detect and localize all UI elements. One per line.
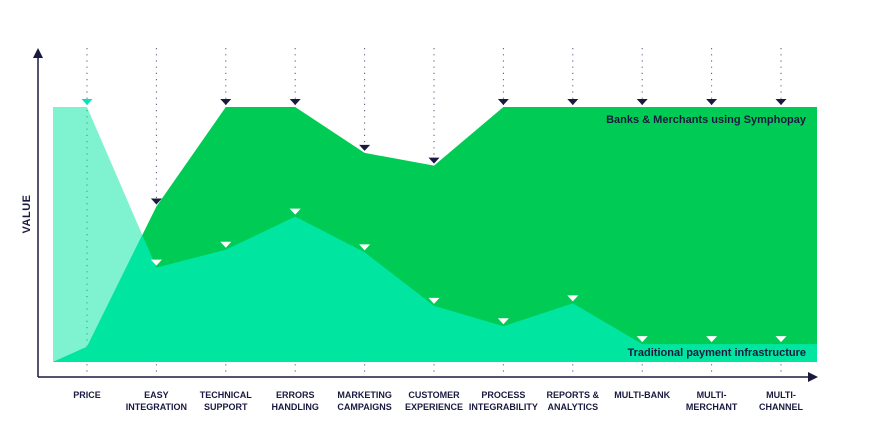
overlap-area [53, 107, 817, 362]
category-label-4-1: CAMPAIGNS [337, 402, 391, 412]
marker-symphopay-5 [428, 157, 440, 164]
marker-symphopay-4 [359, 144, 371, 151]
category-label-8-0: MULTI-BANK [614, 390, 670, 400]
category-label-3-0: ERRORS [276, 390, 315, 400]
marker-price [81, 99, 93, 105]
marker-traditional-5 [428, 297, 440, 304]
category-label-10-1: CHANNEL [759, 402, 804, 412]
marker-symphopay-3 [289, 99, 301, 105]
category-label-1-0: EASY [144, 390, 169, 400]
marker-traditional-6 [497, 318, 509, 325]
category-label-3-1: HANDLING [271, 402, 319, 412]
traditional-series-label: Traditional payment infrastructure [628, 347, 806, 359]
marker-symphopay-7 [567, 99, 579, 105]
category-label-7-1: ANALYTICS [547, 402, 598, 412]
marker-traditional-8 [636, 336, 648, 343]
marker-symphopay-8 [636, 99, 648, 105]
axes: VALUE [21, 48, 818, 382]
area-layer [53, 107, 817, 362]
category-label-10-0: MULTI- [766, 390, 796, 400]
category-label-7-0: REPORTS & [547, 390, 600, 400]
category-labels: PRICE EASY INTEGRATION TECHNICAL SUPPORT ERRO… [73, 390, 803, 412]
marker-traditional-9 [706, 336, 718, 343]
category-label-9-0: MULTI- [697, 390, 727, 400]
marker-traditional-3 [289, 208, 301, 215]
marker-symphopay-10 [775, 99, 787, 105]
category-label-4-0: MARKETING [337, 390, 392, 400]
marker-symphopay-2 [220, 99, 232, 105]
y-axis-label: VALUE [21, 195, 33, 234]
category-label-6-0: PROCESS [481, 390, 525, 400]
marker-traditional-4 [359, 244, 371, 251]
marker-traditional-10 [775, 336, 787, 343]
category-label-2-0: TECHNICAL [200, 390, 252, 400]
marker-layer [81, 99, 787, 343]
category-label-5-1: EXPERIENCE [405, 402, 463, 412]
marker-traditional-2 [220, 241, 232, 248]
series-labels: Banks & Merchants using Symphopay Tradit… [606, 114, 807, 359]
category-label-0-0: PRICE [73, 390, 101, 400]
category-label-1-1: INTEGRATION [126, 402, 187, 412]
category-label-6-1: INTEGRABILITY [469, 402, 538, 412]
x-axis-arrow [808, 372, 818, 382]
marker-traditional-7 [567, 295, 579, 302]
marker-symphopay-1 [150, 198, 162, 205]
y-axis-arrow [33, 48, 43, 58]
category-label-2-1: SUPPORT [204, 402, 248, 412]
marker-symphopay-9 [706, 99, 718, 105]
marker-traditional-1 [150, 259, 162, 266]
marker-symphopay-6 [497, 99, 509, 105]
category-label-9-1: MERCHANT [686, 402, 738, 412]
category-label-5-0: CUSTOMER [408, 390, 460, 400]
symphopay-series-label: Banks & Merchants using Symphopay [606, 114, 807, 126]
